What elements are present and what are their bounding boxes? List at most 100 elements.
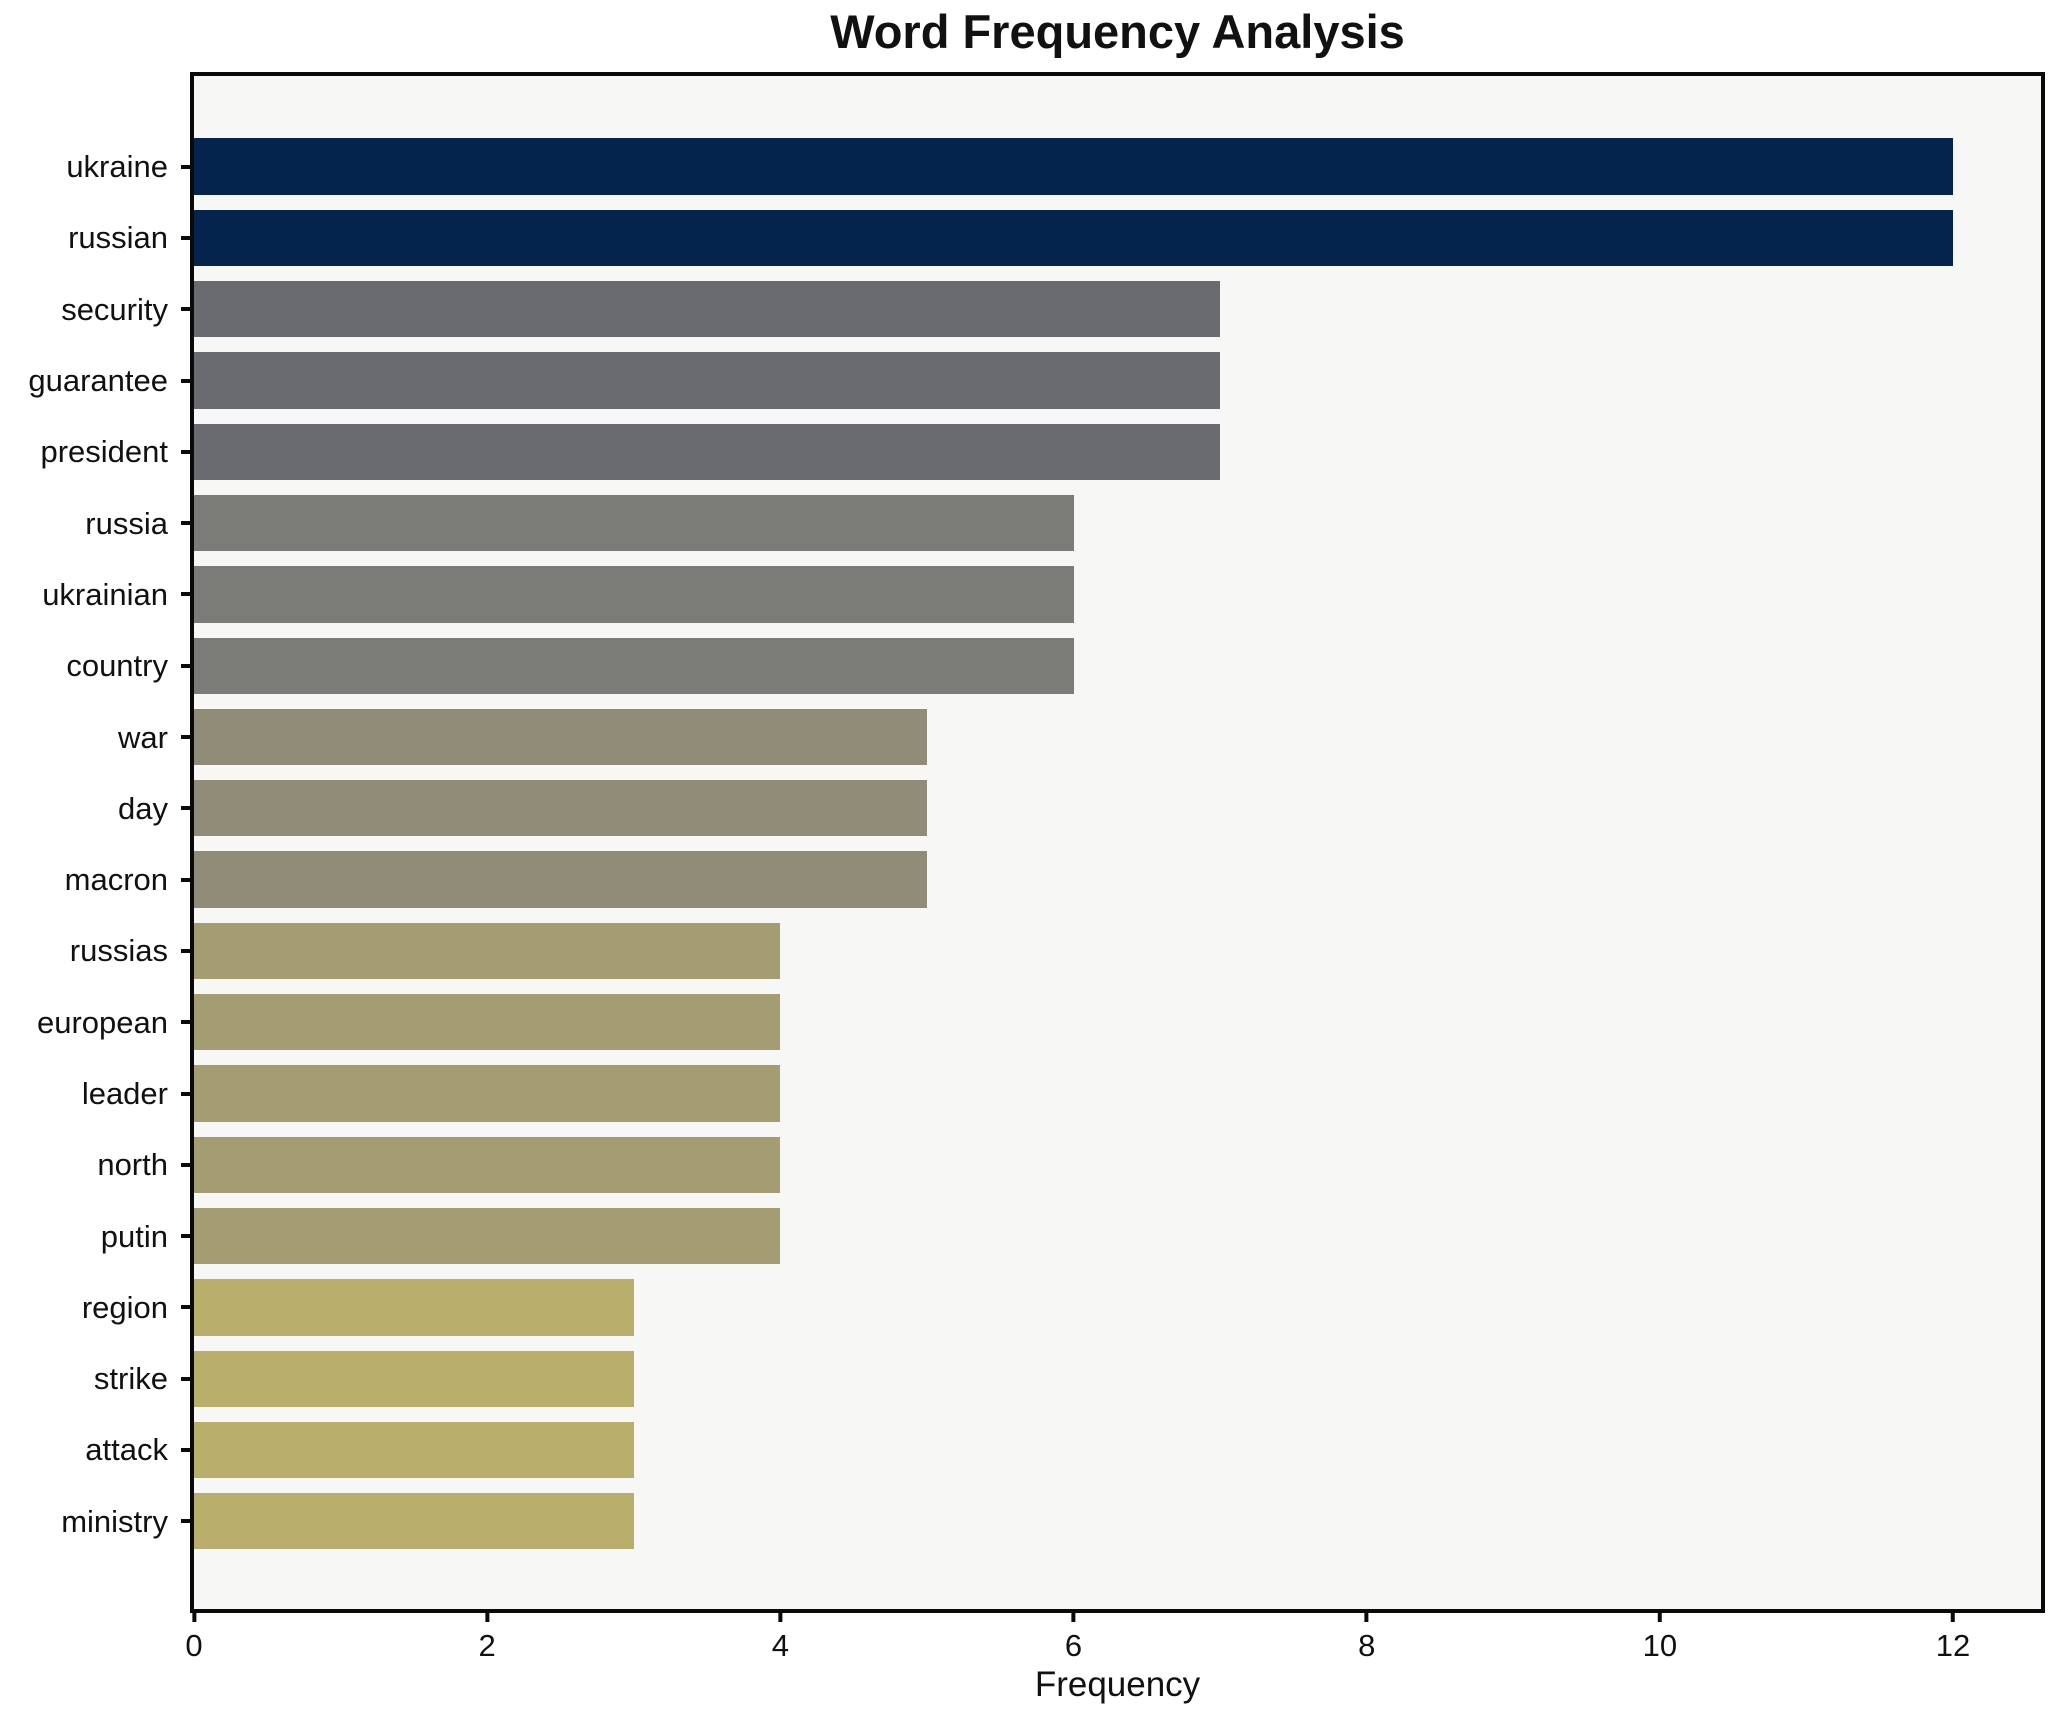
category-label: macron (64, 862, 168, 898)
bar-war (194, 708, 927, 766)
bar-row: russias (70, 915, 2041, 986)
x-tick: 4 (772, 1609, 789, 1661)
bar-row: european (37, 987, 2041, 1058)
bar-strike (194, 1350, 634, 1407)
category-label: european (36, 1004, 168, 1040)
x-tick-mark (485, 1609, 490, 1622)
x-tick-label: 6 (1064, 1628, 1083, 1663)
bar-ministry (194, 1493, 634, 1550)
bar-row: russia (85, 487, 2041, 558)
bar-guarantee (194, 352, 1221, 409)
y-tick-mark (181, 1091, 194, 1096)
category-label: guarantee (28, 363, 168, 399)
x-tick-mark (1951, 1609, 1956, 1622)
bar-row: ministry (61, 1486, 2041, 1557)
y-tick-mark (181, 449, 194, 454)
y-tick-mark (181, 663, 194, 668)
bar-russias (194, 922, 781, 980)
x-tick-mark (778, 1609, 783, 1622)
y-tick-mark (181, 806, 194, 811)
x-tick: 6 (1065, 1609, 1082, 1661)
category-label: ukraine (66, 149, 168, 185)
bar-row: security (61, 274, 2041, 345)
bar-putin (194, 1207, 781, 1265)
bar-row: country (66, 630, 2041, 701)
x-tick-mark (192, 1609, 196, 1622)
category-label: russian (68, 220, 168, 256)
x-tick: 12 (1936, 1609, 1970, 1661)
bar-russia (194, 494, 1074, 552)
bar-row: north (97, 1129, 2041, 1200)
bar-row: day (118, 773, 2041, 844)
y-tick-mark (181, 1376, 194, 1381)
bar-row: strike (94, 1343, 2041, 1414)
x-tick-label: 4 (771, 1628, 789, 1663)
bar-row: war (118, 701, 2041, 772)
y-tick-mark (181, 164, 194, 169)
y-tick-mark (181, 735, 194, 740)
x-tick: 10 (1643, 1609, 1677, 1661)
category-label: war (118, 719, 168, 755)
category-label: north (97, 1147, 168, 1183)
x-tick-label: 12 (1935, 1628, 1971, 1663)
y-tick-mark (181, 592, 194, 597)
x-tick-label: 10 (1642, 1628, 1678, 1663)
bar-row: putin (101, 1200, 2041, 1271)
y-tick-mark (181, 1447, 194, 1452)
category-label: attack (85, 1432, 168, 1468)
x-axis-label: Frequency (1034, 1665, 1201, 1704)
category-label: leader (81, 1076, 168, 1111)
category-label: region (81, 1289, 168, 1325)
category-label: russias (69, 933, 168, 969)
bar-president (194, 423, 1221, 480)
bar-ukraine (194, 138, 1954, 195)
x-tick: 0 (185, 1609, 203, 1663)
bar-row: leader (82, 1058, 2041, 1129)
x-tick-label: 2 (478, 1628, 496, 1663)
x-tick: 8 (1358, 1609, 1375, 1661)
bar-macron (194, 851, 927, 908)
x-tick: 2 (479, 1609, 496, 1661)
y-tick-mark (181, 1305, 194, 1310)
category-label: day (118, 790, 168, 826)
category-label: security (61, 291, 168, 327)
bar-day (194, 780, 927, 837)
bar-ukrainian (194, 566, 1074, 623)
x-tick-mark (1364, 1609, 1369, 1622)
y-tick-mark (181, 877, 194, 882)
chart-title: Word Frequency Analysis (830, 5, 1405, 58)
y-tick-mark (181, 1020, 194, 1025)
bar-rows: ukraine russian security guarantee president… (28, 131, 2041, 1557)
y-tick-mark (181, 1234, 194, 1239)
bar-russian (194, 209, 1954, 267)
category-label: putin (100, 1218, 168, 1254)
y-tick-mark (181, 307, 194, 312)
plot-area: ukraine russian security guarantee president… (28, 72, 2045, 1704)
bar-row: attack (85, 1414, 2041, 1485)
y-tick-mark (181, 1162, 194, 1167)
category-label: strike (93, 1361, 168, 1397)
bar-european (194, 994, 781, 1051)
bar-row: ukrainian (42, 559, 2041, 630)
x-tick-label: 8 (1358, 1628, 1376, 1663)
bar-row: guarantee (28, 345, 2041, 416)
x-axis-ticks: 0 2 4 6 8 10 12 (185, 1609, 2041, 1679)
bar-row: russian (68, 202, 2041, 273)
category-label: ukrainian (42, 576, 168, 612)
bar-attack (194, 1421, 634, 1479)
y-tick-mark (181, 235, 194, 240)
bar-region (194, 1279, 634, 1336)
bar-row: president (40, 416, 2041, 487)
category-label: ministry (61, 1503, 168, 1539)
x-tick-mark (1071, 1609, 1076, 1622)
category-label: russia (85, 505, 168, 541)
bar-row: ukraine (66, 131, 2041, 202)
x-tick-label: 0 (185, 1628, 203, 1663)
bar-north (194, 1136, 781, 1193)
y-tick-mark (181, 378, 194, 383)
y-tick-mark (181, 948, 194, 953)
x-tick-mark (1657, 1609, 1662, 1622)
bar-leader (194, 1065, 781, 1122)
category-label: country (66, 648, 168, 684)
